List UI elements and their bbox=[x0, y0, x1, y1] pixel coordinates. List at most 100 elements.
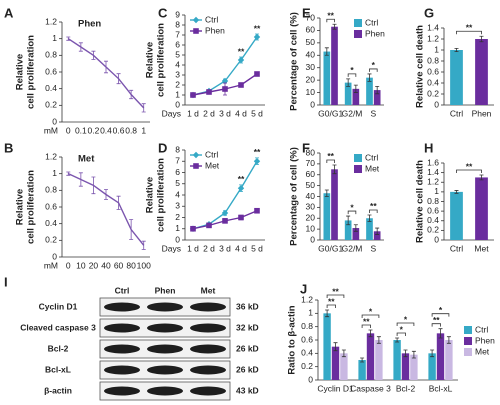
significance: ** bbox=[466, 161, 473, 171]
panel-label: G bbox=[424, 5, 434, 20]
y-tick-label: 0 bbox=[310, 99, 315, 109]
significance: ** bbox=[254, 23, 261, 33]
bar bbox=[475, 177, 488, 240]
significance: ** bbox=[327, 151, 334, 161]
bar bbox=[344, 82, 352, 105]
y-tick-label: 1.4 bbox=[427, 167, 439, 177]
error-bar bbox=[411, 350, 416, 359]
y-tick-label: 50 bbox=[306, 37, 316, 47]
blot-size-label: 36 kD bbox=[236, 301, 259, 311]
plot-title: Phen bbox=[78, 19, 101, 30]
significance: ** bbox=[363, 316, 370, 326]
marker bbox=[253, 33, 261, 41]
y-axis-label: cell proliferation bbox=[156, 23, 167, 97]
significance-bracket bbox=[396, 322, 415, 326]
y-tick-label: 3 bbox=[175, 201, 180, 211]
significance: * bbox=[400, 324, 404, 334]
bar bbox=[358, 360, 366, 380]
y-tick-label: 70 bbox=[306, 12, 316, 22]
significance-bracket bbox=[347, 73, 357, 77]
x-tick-label: Met bbox=[474, 243, 489, 253]
y-tick-label: 0.2 bbox=[427, 88, 439, 98]
bar bbox=[323, 193, 331, 240]
y-tick-label: 3 bbox=[175, 69, 180, 79]
significance-bracket bbox=[396, 332, 406, 336]
blot-row-label: Cyclin D1 bbox=[39, 301, 78, 311]
x-tick-label: 60 bbox=[114, 260, 124, 270]
y-tick-label: 7 bbox=[175, 156, 180, 166]
significance-bracket bbox=[347, 210, 357, 215]
error-bar bbox=[346, 78, 351, 87]
marker bbox=[253, 158, 261, 165]
legend-swatch bbox=[464, 348, 472, 356]
y-axis-label: Relative bbox=[145, 42, 156, 78]
significance-bracket bbox=[326, 304, 336, 308]
y-tick-label: 1 bbox=[434, 186, 439, 196]
x-tick-label: Ctrl bbox=[450, 108, 463, 118]
y-tick-label: 0.6 bbox=[45, 66, 57, 76]
error-bar bbox=[368, 329, 373, 338]
blot-row-label: Bcl-xL bbox=[45, 364, 71, 374]
x-axis-label: Days bbox=[162, 108, 181, 118]
y-tick-label: 10 bbox=[306, 87, 316, 97]
y-axis-label: Ratio to β-actin bbox=[287, 305, 298, 374]
y-tick-label: 20 bbox=[306, 74, 316, 84]
blot-band bbox=[147, 365, 183, 375]
bar bbox=[450, 50, 463, 105]
y-tick-label: 40 bbox=[306, 191, 316, 201]
blot-band bbox=[190, 386, 226, 396]
y-axis-label: Relative bbox=[15, 54, 26, 90]
blot-band bbox=[147, 344, 183, 354]
marker bbox=[221, 77, 229, 85]
marker bbox=[221, 209, 229, 217]
legend-label: Met bbox=[205, 160, 220, 170]
legend-label: Ctrl bbox=[475, 324, 488, 334]
x-tick-label: 4 d bbox=[235, 243, 247, 253]
y-tick-label: 0.2 bbox=[427, 225, 439, 235]
error-bar bbox=[346, 215, 351, 226]
y-tick-label: 1 bbox=[308, 308, 313, 318]
blot-band bbox=[104, 302, 140, 312]
y-tick-label: 0.4 bbox=[301, 348, 313, 358]
error-bar bbox=[325, 309, 330, 318]
significance-bracket bbox=[326, 18, 335, 23]
bar bbox=[393, 340, 401, 380]
x-tick-label: 2 d bbox=[203, 243, 215, 253]
y-tick-label: 1.2 bbox=[427, 177, 439, 187]
bar bbox=[375, 340, 383, 380]
x-tick-label: 1 d bbox=[187, 243, 199, 253]
x-tick-label: Phen bbox=[472, 108, 492, 118]
legend-swatch bbox=[464, 337, 472, 345]
bar bbox=[331, 26, 338, 106]
marker bbox=[190, 225, 196, 232]
x-tick-label: 0.4 bbox=[100, 125, 112, 135]
y-tick-label: 0.6 bbox=[427, 205, 439, 215]
x-tick-label: 0 bbox=[66, 125, 71, 135]
legend-marker bbox=[192, 151, 200, 159]
legend-swatch bbox=[354, 30, 362, 38]
y-tick-label: 6 bbox=[175, 167, 180, 177]
y-tick-label: 0.8 bbox=[45, 50, 57, 60]
y-tick-label: 50 bbox=[306, 180, 316, 190]
error-bar bbox=[479, 174, 484, 181]
significance-bracket bbox=[361, 314, 380, 318]
error-bar bbox=[66, 36, 71, 41]
y-tick-label: 1.2 bbox=[301, 294, 313, 304]
error-bar bbox=[479, 35, 484, 43]
x-tick-label: Cyclin D1 bbox=[317, 383, 354, 393]
y-tick-label: 1 bbox=[175, 89, 180, 99]
x-tick-label: 0.6 bbox=[113, 125, 125, 135]
x-tick-label: Bcl-xL bbox=[429, 383, 453, 393]
error-bar bbox=[430, 349, 435, 358]
blot-band bbox=[190, 365, 226, 375]
significance-bracket bbox=[456, 169, 482, 174]
error-bar bbox=[66, 171, 71, 176]
bar bbox=[373, 90, 381, 105]
y-tick-label: 10 bbox=[306, 223, 316, 233]
error-bar bbox=[438, 328, 443, 339]
y-tick-label: 1.2 bbox=[45, 16, 57, 26]
y-tick-label: 1 bbox=[434, 44, 439, 54]
significance-bracket bbox=[369, 68, 378, 72]
blot-size-label: 26 kD bbox=[236, 343, 259, 353]
legend-label: Met bbox=[365, 163, 380, 173]
